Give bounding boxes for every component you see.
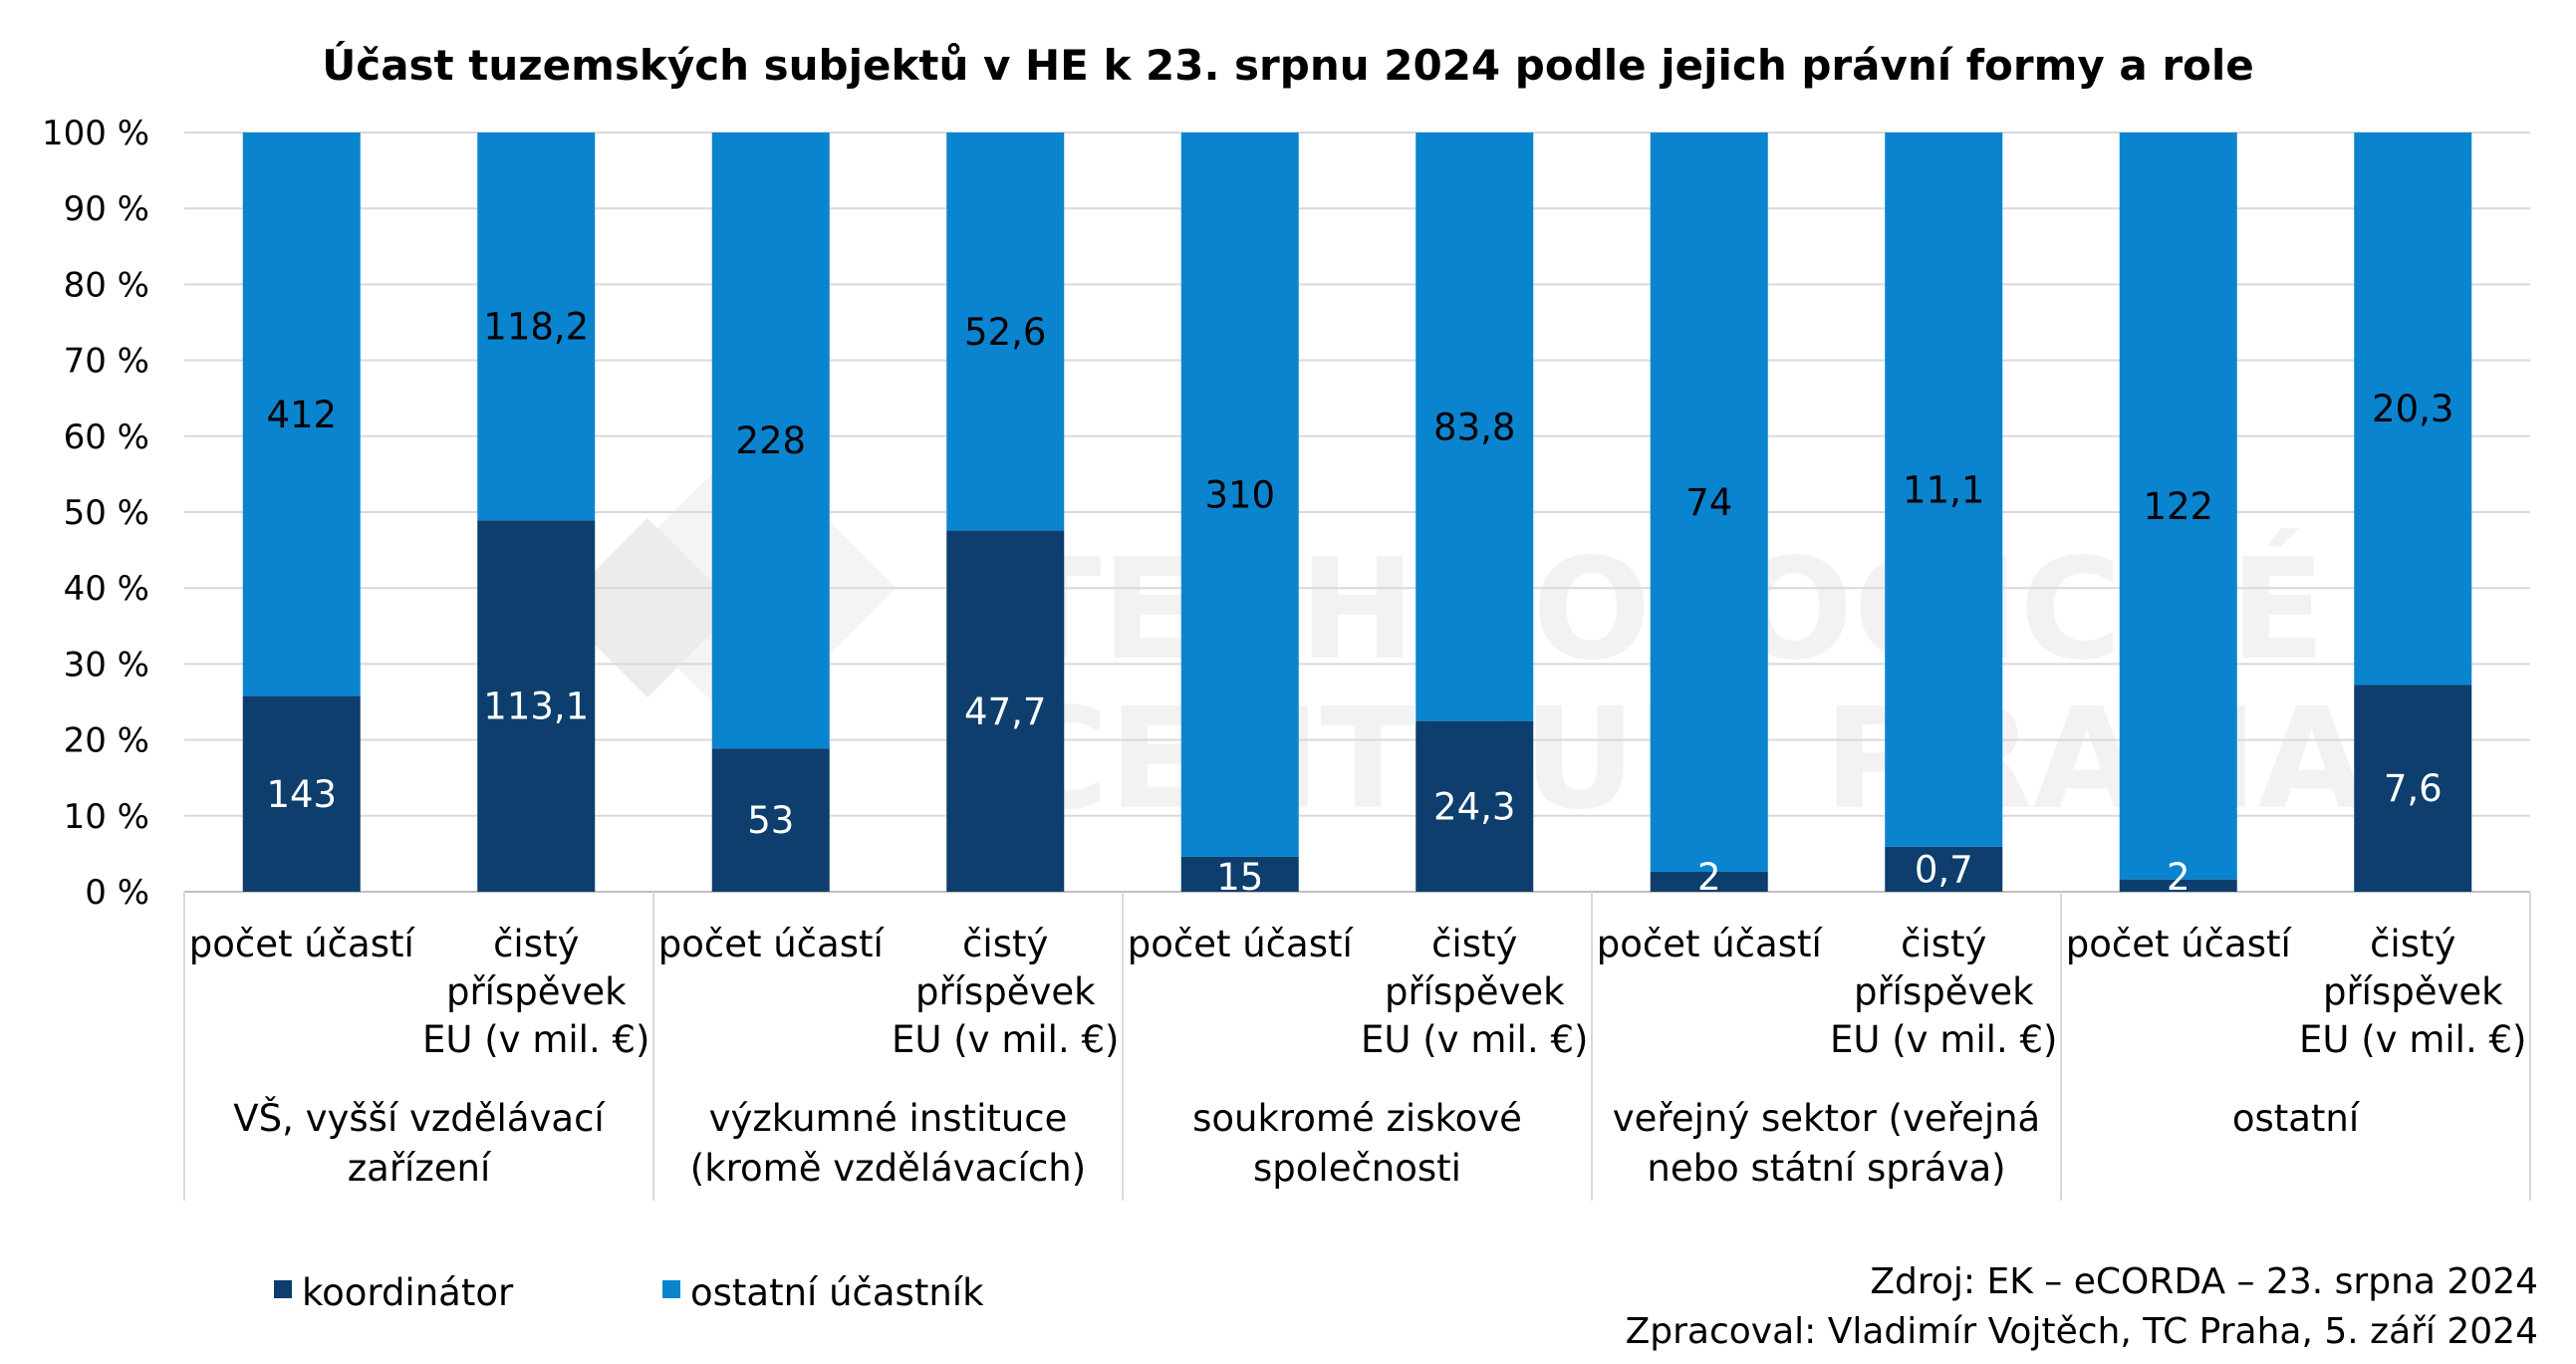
category-label: čistý — [2370, 923, 2455, 965]
group-label: VŠ, vyšší vzdělávací — [233, 1096, 606, 1140]
y-tick-label: 10 % — [64, 797, 149, 837]
data-label-ostatni: 310 — [1204, 473, 1275, 516]
chart-title: Účast tuzemských subjektů v HE k 23. srp… — [322, 40, 2254, 90]
y-tick-label: 60 % — [64, 417, 149, 457]
data-label-koordinator: 0,7 — [1915, 848, 1973, 891]
category-label: čistý — [1431, 923, 1517, 965]
bar-segment-koordinator — [711, 748, 830, 892]
bar-segment-ostatni — [1416, 133, 1534, 721]
data-label-ostatni: 122 — [2143, 485, 2213, 528]
data-label-ostatni: 74 — [1685, 481, 1732, 524]
bar-segment-ostatni — [1180, 133, 1299, 857]
source-line: Zdroj: EK – eCORDA – 23. srpna 2024 — [1870, 1261, 2538, 1302]
group-label: výzkumné instituce — [709, 1097, 1068, 1140]
category-label: příspěvek — [1854, 970, 2034, 1013]
data-label-koordinator: 113,1 — [483, 685, 589, 728]
data-label-ostatni: 83,8 — [1433, 406, 1515, 448]
bar-segment-koordinator — [1650, 871, 1768, 892]
y-axis: 0 % 10 % 20 % 30 % 40 % 50 % 60 % 70 % 80 % 90 % 1… — [42, 114, 149, 913]
y-tick-label: 20 % — [64, 721, 149, 761]
group-label: (kromě vzdělávacích) — [690, 1147, 1086, 1190]
y-tick-label: 30 % — [64, 645, 149, 684]
data-label-ostatni: 412 — [266, 394, 337, 436]
group-label: společnosti — [1253, 1147, 1461, 1190]
data-label-koordinator: 53 — [747, 799, 794, 842]
bars: 412 143 118,2 113,1 228 53 52,6 47,7 310 15 83,8 24… — [242, 133, 2472, 899]
legend-swatch — [662, 1280, 680, 1298]
bar-segment-koordinator — [946, 530, 1065, 892]
data-label-ostatni: 20,3 — [2372, 388, 2453, 430]
category-label: počet účastí — [2066, 923, 2293, 965]
category-label: EU (v mil. €) — [422, 1018, 649, 1061]
category-label: příspěvek — [915, 970, 1096, 1013]
bar-segment-koordinator — [1180, 856, 1299, 892]
data-label-koordinator: 2 — [1697, 856, 1721, 899]
data-label-koordinator: 143 — [266, 773, 337, 816]
bar-segment-ostatni — [711, 133, 830, 749]
category-label: počet účastí — [1597, 923, 1824, 965]
legend-label: koordinátor — [302, 1271, 514, 1314]
watermark-logo-diamond-inner — [558, 518, 737, 697]
category-label: EU (v mil. €) — [1830, 1018, 2057, 1061]
bar-segment-ostatni — [2119, 133, 2237, 880]
bar-segment-koordinator — [2354, 684, 2472, 892]
bar-segment-ostatni — [946, 133, 1065, 531]
category-label: příspěvek — [446, 970, 627, 1013]
data-label-ostatni: 11,1 — [1903, 468, 1984, 511]
bar-segment-ostatni — [477, 133, 596, 521]
y-tick-label: 50 % — [64, 493, 149, 533]
legend-swatch — [274, 1280, 292, 1298]
processed-by-line: Zpracoval: Vladimír Vojtěch, TC Praha, 5… — [1626, 1311, 2538, 1352]
data-label-koordinator: 7,6 — [2384, 767, 2443, 810]
category-label: čistý — [962, 923, 1048, 965]
category-label: čistý — [1901, 923, 1986, 965]
group-label: nebo státní správa) — [1647, 1147, 2005, 1190]
group-label: ostatní — [2232, 1097, 2361, 1140]
category-label: počet účastí — [658, 923, 886, 965]
bar-segment-koordinator — [477, 520, 596, 892]
y-tick-label: 80 % — [64, 265, 149, 305]
category-label: počet účastí — [189, 923, 416, 965]
data-label-ostatni: 118,2 — [483, 306, 589, 349]
category-label: příspěvek — [2323, 970, 2503, 1013]
data-label-koordinator: 15 — [1216, 856, 1263, 899]
data-label-koordinator: 47,7 — [964, 690, 1046, 733]
category-label: EU (v mil. €) — [1361, 1018, 1588, 1061]
bar-segment-ostatni — [1650, 133, 1768, 872]
bar-segment-koordinator — [2119, 879, 2237, 892]
y-tick-label: 0 % — [85, 873, 149, 913]
category-label: čistý — [493, 923, 579, 965]
legend-label: ostatní účastník — [690, 1271, 984, 1314]
bar-segment-ostatni — [2354, 133, 2472, 685]
category-label: EU (v mil. €) — [2299, 1018, 2526, 1061]
bar-segment-ostatni — [242, 133, 361, 696]
group-label: soukromé ziskové — [1192, 1097, 1522, 1140]
bar-segment-ostatni — [1885, 133, 2003, 847]
data-label-koordinator: 24,3 — [1433, 785, 1515, 828]
data-label-ostatni: 52,6 — [964, 311, 1046, 354]
category-label: EU (v mil. €) — [892, 1018, 1119, 1061]
bar-segment-koordinator — [1885, 846, 2003, 892]
category-label: příspěvek — [1385, 970, 1565, 1013]
y-tick-label: 100 % — [42, 114, 149, 153]
y-tick-label: 40 % — [64, 569, 149, 609]
bar-segment-koordinator — [1416, 720, 1534, 892]
bar-segment-koordinator — [242, 695, 361, 892]
group-label: zařízení — [348, 1147, 492, 1190]
data-label-ostatni: 228 — [735, 419, 806, 462]
y-tick-label: 70 % — [64, 342, 149, 382]
legend: koordinátor ostatní účastník — [274, 1271, 984, 1314]
y-tick-label: 90 % — [64, 189, 149, 229]
category-label: počet účastí — [1128, 923, 1355, 965]
x-axis: počet účastí čistý příspěvek EU (v mil. €) V… — [183, 892, 2531, 1201]
group-label: veřejný sektor (veřejná — [1613, 1097, 2040, 1140]
data-label-koordinator: 2 — [2167, 856, 2190, 899]
